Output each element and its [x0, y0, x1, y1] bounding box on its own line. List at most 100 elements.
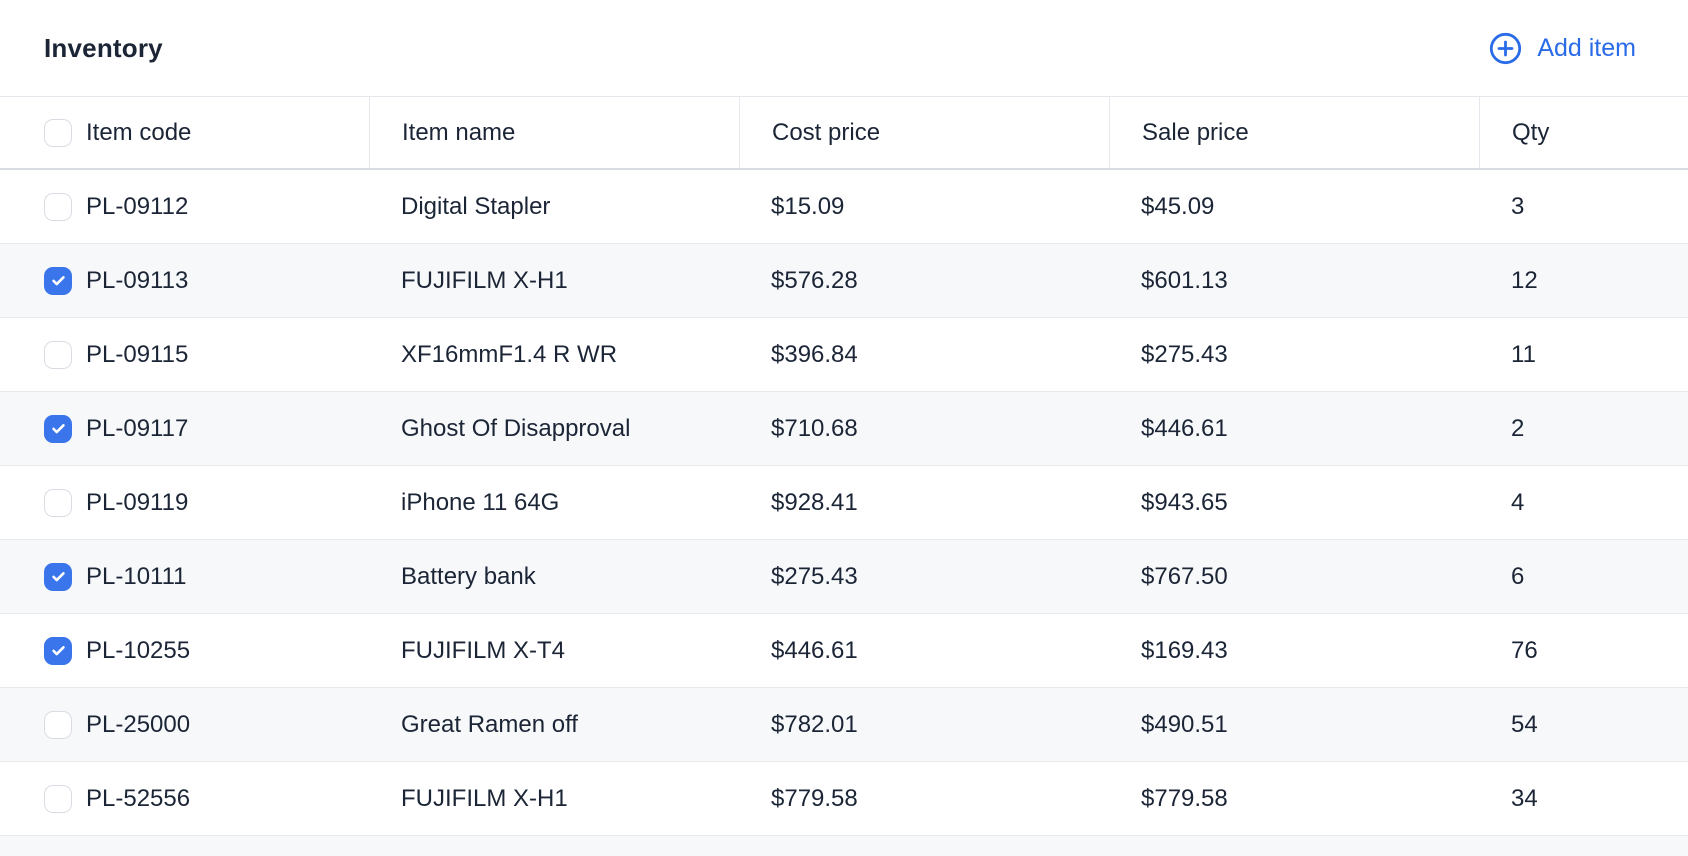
sale-price-value: $275.43: [1141, 340, 1228, 368]
cost-price-cell: $710.68: [739, 392, 1109, 465]
item-name-cell: Great Ramen off: [369, 688, 739, 761]
item-code-value: PL-09119: [86, 488, 189, 516]
row-checkbox[interactable]: [44, 340, 72, 369]
item-code-value: PL-10255: [86, 636, 191, 664]
table-row: PL-09119 iPhone 11 64G $928.41 $943.65 4: [0, 466, 1688, 540]
table-header-row: Item code Item name Cost price Sale pric…: [0, 96, 1688, 170]
item-code-cell: PL-09113: [0, 244, 369, 317]
table-body: PL-09112 Digital Stapler $15.09 $45.09 3…: [0, 170, 1688, 836]
sale-price-cell: $943.65: [1109, 466, 1479, 539]
column-label-cost-price: Cost price: [772, 118, 881, 146]
item-name-value: FUJIFILM X-H1: [401, 266, 568, 294]
qty-cell: 76: [1479, 614, 1688, 687]
item-name-cell: FUJIFILM X-T4: [369, 614, 739, 687]
select-all-checkbox[interactable]: [44, 118, 72, 147]
table-row: PL-09117 Ghost Of Disapproval $710.68 $4…: [0, 392, 1688, 466]
table-row: PL-09112 Digital Stapler $15.09 $45.09 3: [0, 170, 1688, 244]
item-code-value: PL-25000: [86, 710, 191, 738]
sale-price-cell: $767.50: [1109, 540, 1479, 613]
cost-price-value: $928.41: [771, 488, 858, 516]
cost-price-cell: $928.41: [739, 466, 1109, 539]
qty-cell: 11: [1479, 318, 1688, 391]
item-code-value: PL-09112: [86, 192, 189, 220]
cost-price-value: $275.43: [771, 562, 858, 590]
page-title: Inventory: [44, 32, 163, 63]
item-code-cell: PL-09119: [0, 466, 369, 539]
item-name-cell: Battery bank: [369, 540, 739, 613]
row-checkbox[interactable]: [44, 784, 72, 813]
table-header-qty: Qty: [1479, 97, 1688, 168]
row-checkbox[interactable]: [44, 562, 72, 591]
item-code-value: PL-09113: [86, 266, 189, 294]
qty-cell: 12: [1479, 244, 1688, 317]
cost-price-value: $782.01: [771, 710, 858, 738]
item-name-value: XF16mmF1.4 R WR: [401, 340, 618, 368]
cost-price-cell: $446.61: [739, 614, 1109, 687]
item-name-value: Great Ramen off: [401, 710, 578, 738]
item-code-cell: PL-52556: [0, 762, 369, 835]
sale-price-value: $767.50: [1141, 562, 1228, 590]
qty-cell: 2: [1479, 392, 1688, 465]
item-code-cell: PL-09112: [0, 170, 369, 243]
sale-price-cell: $45.09: [1109, 170, 1479, 243]
cost-price-value: $446.61: [771, 636, 858, 664]
cost-price-cell: $396.84: [739, 318, 1109, 391]
qty-cell: 4: [1479, 466, 1688, 539]
qty-value: 12: [1511, 266, 1538, 294]
item-name-cell: FUJIFILM X-H1: [369, 244, 739, 317]
table-row: PL-52556 FUJIFILM X-H1 $779.58 $779.58 3…: [0, 762, 1688, 836]
table-row: PL-25000 Great Ramen off $782.01 $490.51…: [0, 688, 1688, 762]
row-checkbox[interactable]: [44, 488, 72, 517]
item-code-value: PL-10111: [86, 562, 187, 590]
sale-price-value: $45.09: [1141, 192, 1215, 220]
item-name-cell: Digital Stapler: [369, 170, 739, 243]
sale-price-cell: $601.13: [1109, 244, 1479, 317]
item-name-cell: FUJIFILM X-H1: [369, 762, 739, 835]
table-header-cost-price: Cost price: [739, 97, 1109, 168]
item-name-value: Ghost Of Disapproval: [401, 414, 631, 442]
qty-cell: 34: [1479, 762, 1688, 835]
sale-price-value: $943.65: [1141, 488, 1228, 516]
table-header-item-code: Item code: [0, 97, 369, 168]
item-name-cell: XF16mmF1.4 R WR: [369, 318, 739, 391]
qty-value: 76: [1511, 636, 1538, 664]
add-item-label: Add item: [1537, 33, 1636, 62]
column-label-item-name: Item name: [402, 118, 516, 146]
item-name-value: Digital Stapler: [401, 192, 551, 220]
row-checkbox[interactable]: [44, 636, 72, 665]
row-checkbox[interactable]: [44, 266, 72, 295]
row-checkbox[interactable]: [44, 192, 72, 221]
table-row: PL-09113 FUJIFILM X-H1 $576.28 $601.13 1…: [0, 244, 1688, 318]
qty-value: 6: [1511, 562, 1525, 590]
item-name-value: FUJIFILM X-T4: [401, 636, 566, 664]
table-row: PL-10111 Battery bank $275.43 $767.50 6: [0, 540, 1688, 614]
sale-price-value: $779.58: [1141, 784, 1228, 812]
cost-price-cell: $782.01: [739, 688, 1109, 761]
qty-value: 2: [1511, 414, 1525, 442]
qty-cell: 54: [1479, 688, 1688, 761]
qty-value: 34: [1511, 784, 1538, 812]
cost-price-cell: $779.58: [739, 762, 1109, 835]
qty-cell: 3: [1479, 170, 1688, 243]
item-code-cell: PL-09117: [0, 392, 369, 465]
sale-price-cell: $446.61: [1109, 392, 1479, 465]
qty-value: 4: [1511, 488, 1525, 516]
item-code-cell: PL-09115: [0, 318, 369, 391]
sale-price-value: $490.51: [1141, 710, 1228, 738]
add-item-button[interactable]: Add item: [1489, 32, 1636, 65]
qty-value: 11: [1511, 340, 1536, 368]
item-code-value: PL-52556: [86, 784, 191, 812]
cost-price-value: $710.68: [771, 414, 858, 442]
column-label-item-code: Item code: [86, 118, 192, 146]
cost-price-value: $396.84: [771, 340, 858, 368]
cost-price-cell: $275.43: [739, 540, 1109, 613]
row-checkbox[interactable]: [44, 414, 72, 443]
cost-price-value: $576.28: [771, 266, 858, 294]
column-label-qty: Qty: [1512, 118, 1550, 146]
item-code-cell: PL-25000: [0, 688, 369, 761]
cost-price-cell: $576.28: [739, 244, 1109, 317]
item-name-value: Battery bank: [401, 562, 536, 590]
sale-price-cell: $275.43: [1109, 318, 1479, 391]
cost-price-value: $15.09: [771, 192, 845, 220]
row-checkbox[interactable]: [44, 710, 72, 739]
